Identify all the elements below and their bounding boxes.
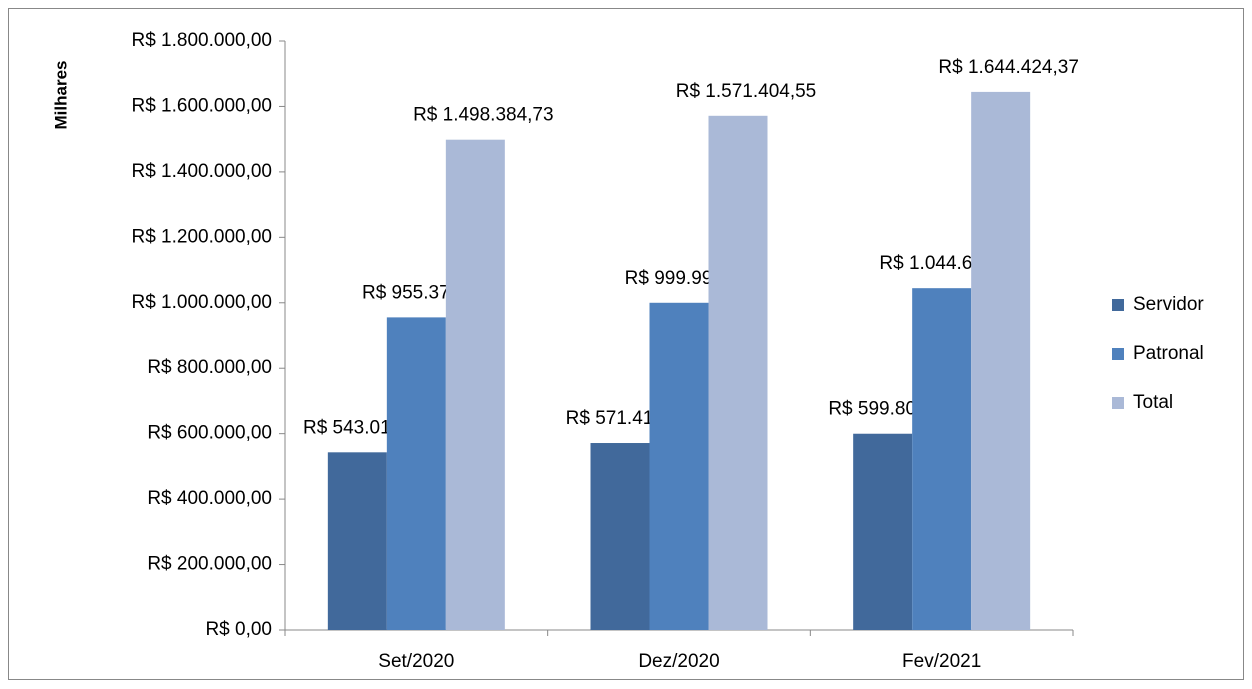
y-tick-label: R$ 1.800.000,00 (131, 30, 272, 51)
legend-swatch (1112, 348, 1124, 360)
y-tick-label: R$ 200.000,00 (147, 554, 272, 575)
y-tick-label: R$ 0,00 (205, 619, 272, 640)
legend-label: Servidor (1133, 294, 1204, 315)
legend-swatch (1112, 397, 1124, 409)
y-tick-label: R$ 1.000.000,00 (131, 292, 272, 313)
y-tick-label: R$ 400.000,00 (147, 488, 272, 509)
bar (327, 452, 387, 630)
data-label: R$ 1.571.404,55 (676, 81, 817, 102)
y-tick-label: R$ 800.000,00 (147, 357, 272, 378)
y-tick-label: R$ 1.600.000,00 (131, 95, 272, 116)
bar (445, 139, 505, 630)
bar (853, 433, 913, 630)
bar (971, 91, 1031, 630)
bar (708, 115, 768, 630)
y-tick-label: R$ 600.000,00 (147, 423, 272, 444)
bar (386, 317, 446, 630)
x-tick-label: Fev/2021 (902, 651, 981, 672)
data-label: R$ 1.498.384,73 (413, 105, 554, 126)
x-tick-label: Set/2020 (378, 651, 454, 672)
y-axis-label: Milhares (51, 61, 70, 130)
legend-swatch (1112, 299, 1124, 311)
y-tick-label: R$ 1.400.000,00 (131, 161, 272, 182)
bar (590, 443, 650, 630)
bar (912, 288, 972, 630)
data-label: R$ 1.644.424,37 (938, 57, 1079, 78)
x-tick-label: Dez/2020 (638, 651, 719, 672)
legend-label: Patronal (1133, 343, 1204, 364)
legend-label: Total (1133, 392, 1173, 413)
y-tick-label: R$ 1.200.000,00 (131, 226, 272, 247)
bar (649, 302, 709, 630)
